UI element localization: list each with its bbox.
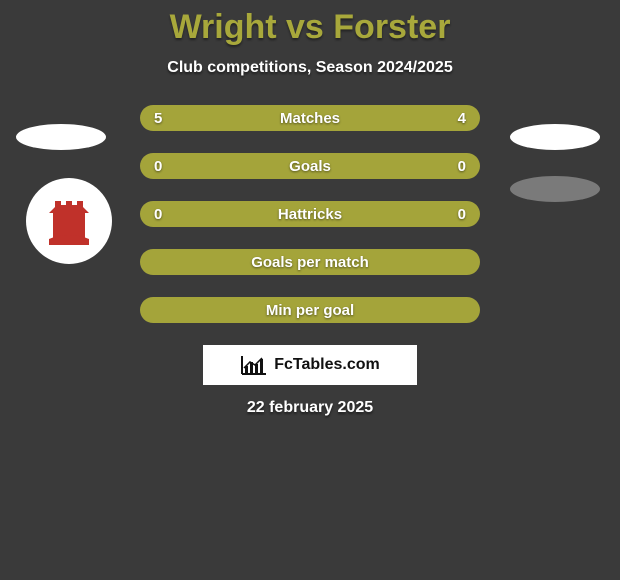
stat-row: 0 Hattricks 0: [0, 201, 620, 227]
stat-label: Matches: [140, 110, 480, 127]
stat-label: Goals per match: [140, 254, 480, 271]
stat-pill-gpm: Goals per match: [140, 249, 480, 275]
stat-pill-hattricks: 0 Hattricks 0: [140, 201, 480, 227]
stat-row: Min per goal: [0, 297, 620, 323]
stat-row: Goals per match: [0, 249, 620, 275]
bar-chart-icon: [240, 354, 268, 376]
page-title: Wright vs Forster: [0, 0, 620, 47]
stat-row: 0 Goals 0: [0, 153, 620, 179]
right-ellipse-2: [510, 176, 600, 202]
stat-row: 5 Matches 4: [0, 105, 620, 131]
date-text: 22 february 2025: [0, 399, 620, 417]
subtitle: Club competitions, Season 2024/2025: [0, 59, 620, 77]
stat-pill-goals: 0 Goals 0: [140, 153, 480, 179]
stat-label: Hattricks: [140, 206, 480, 223]
stat-pill-matches: 5 Matches 4: [140, 105, 480, 131]
logo-text: FcTables.com: [274, 356, 380, 374]
stat-pill-mpg: Min per goal: [140, 297, 480, 323]
stat-label: Goals: [140, 158, 480, 175]
stat-label: Min per goal: [140, 302, 480, 319]
logo-box: FcTables.com: [203, 345, 417, 385]
